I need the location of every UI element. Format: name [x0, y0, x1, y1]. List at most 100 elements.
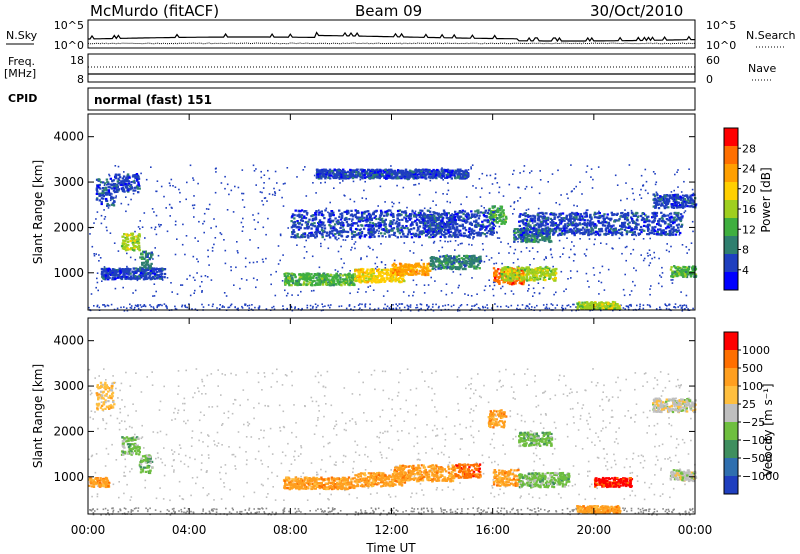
scatter-point: [320, 182, 322, 184]
scatter-cell: [498, 219, 501, 222]
scatter-cell: [124, 239, 127, 242]
scatter-cell: [316, 272, 320, 275]
scatter-cell: [483, 219, 486, 222]
scatter-point: [590, 168, 593, 170]
scatter-cell: [293, 234, 297, 237]
scatter-cell: [540, 273, 543, 276]
scatter-point: [230, 189, 233, 192]
scatter-point: [644, 168, 647, 171]
scatter-cell: [548, 235, 551, 238]
scatter-cell: [332, 284, 335, 287]
scatter-cell: [454, 221, 457, 224]
ground-scatter-point: [228, 306, 231, 309]
scatter-point: [435, 204, 437, 206]
scatter-cell: [369, 270, 372, 273]
scatter-cell: [464, 229, 468, 232]
scatter-cell: [548, 277, 551, 280]
scatter-cell: [381, 274, 384, 277]
scatter-cell: [410, 265, 413, 268]
scatter-cell: [617, 308, 620, 311]
scatter-point: [536, 251, 539, 253]
scatter-cell: [123, 190, 126, 193]
scatter-cell: [328, 281, 331, 284]
scatter-cell: [389, 225, 392, 228]
ground-scatter-point: [564, 307, 567, 310]
scatter-point: [635, 234, 638, 237]
scatter-point: [264, 197, 267, 199]
scatter-cell: [401, 278, 404, 281]
scatter-cell: [366, 280, 369, 284]
scatter-point: [494, 177, 497, 179]
scatter-cell: [513, 233, 516, 236]
scatter-cell: [134, 174, 137, 177]
scatter-point: [418, 193, 421, 196]
scatter-cell: [527, 268, 530, 271]
scatter-point: [313, 231, 316, 234]
scatter-cell: [287, 281, 290, 284]
scatter-cell: [496, 281, 500, 284]
scatter-cell: [686, 267, 690, 271]
scatter-cell: [300, 274, 303, 277]
scatter-cell: [454, 229, 458, 232]
scatter-point: [656, 192, 658, 195]
scatter-cell: [314, 218, 317, 221]
scatter-cell: [157, 274, 160, 277]
scatter-point: [89, 233, 91, 235]
scatter-cell: [660, 204, 663, 207]
scatter-cell: [460, 261, 464, 264]
scatter-cell: [394, 266, 397, 269]
scatter-point: [329, 201, 331, 204]
scatter-cell: [312, 275, 315, 278]
scatter-cell: [345, 218, 348, 221]
scatter-cell: [676, 275, 679, 278]
scatter-point: [579, 238, 581, 240]
scatter-cell: [442, 255, 446, 258]
scatter-cell: [437, 258, 440, 261]
scatter-cell: [366, 272, 369, 275]
scatter-point: [470, 295, 473, 297]
scatter-cell: [335, 272, 338, 275]
scatter-cell: [102, 197, 105, 200]
scatter-cell: [138, 187, 141, 190]
scatter-cell: [442, 265, 445, 268]
scatter-point: [398, 201, 401, 204]
scatter-cell: [313, 225, 316, 228]
scatter-cell: [521, 239, 525, 243]
scatter-point: [512, 262, 515, 264]
scatter-point: [653, 256, 656, 259]
ground-scatter-point: [407, 305, 410, 308]
scatter-cell: [679, 206, 682, 209]
scatter-cell: [399, 276, 402, 279]
scatter-cell: [520, 235, 524, 238]
scatter-cell: [498, 280, 501, 283]
scatter-cell: [297, 222, 301, 225]
scatter-point: [472, 238, 474, 240]
ground-scatter-point: [459, 305, 462, 307]
scatter-point: [585, 171, 588, 173]
scatter-cell: [112, 204, 116, 207]
scatter-cell: [387, 272, 390, 275]
scatter-point: [531, 222, 534, 224]
scatter-cell: [371, 274, 375, 278]
ground-scatter-point: [625, 305, 628, 307]
scatter-cell: [133, 181, 136, 184]
scatter-cell: [350, 230, 354, 233]
scatter-cell: [402, 273, 405, 276]
scatter-point: [601, 265, 604, 268]
scatter-point: [274, 194, 276, 196]
scatter-cell: [398, 232, 402, 235]
scatter-cell: [324, 278, 328, 281]
scatter-point: [378, 230, 380, 232]
scatter-cell: [131, 241, 134, 245]
scatter-point: [261, 191, 263, 194]
scatter-point: [279, 234, 282, 237]
scatter-cell: [447, 255, 450, 258]
ground-scatter-point: [519, 308, 521, 311]
scatter-cell: [659, 195, 662, 198]
scatter-point: [240, 278, 243, 280]
scatter-point: [414, 183, 417, 186]
scatter-cell: [375, 229, 378, 232]
scatter-point: [385, 236, 387, 238]
scatter-cell: [329, 232, 332, 235]
scatter-cell: [344, 281, 347, 284]
